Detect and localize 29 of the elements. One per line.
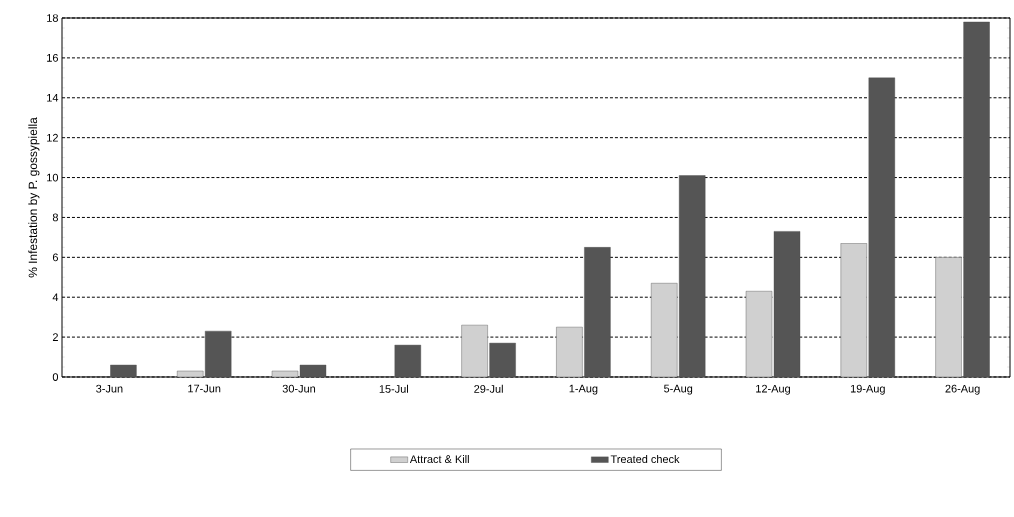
bar	[935, 257, 962, 377]
y-tick-label: 12	[47, 133, 58, 142]
legend-label: Attract & Kill	[409, 454, 469, 464]
bar	[651, 283, 678, 377]
y-tick-label: 4	[52, 293, 59, 301]
x-tick-label: 3-Jun	[96, 384, 123, 393]
y-tick-label: 0	[52, 373, 59, 381]
y-tick-label: 16	[47, 54, 58, 62]
y-tick-label: 14	[47, 94, 59, 102]
x-tick-label: 17-Jun	[188, 384, 221, 393]
x-tick-label: 29-Jul	[474, 384, 503, 393]
x-tick-label: 26-Aug	[945, 384, 980, 395]
y-tick-label: 8	[52, 213, 58, 222]
x-tick-label: 30-Jun	[282, 384, 316, 393]
y-tick-label: 18	[47, 14, 58, 22]
y-axis-title: % Infestation by P. gossypiella	[28, 117, 40, 278]
y-tick-label: 10	[47, 173, 59, 182]
x-tick-label: 12-Aug	[756, 384, 790, 395]
x-tick-label: 5-Aug	[664, 384, 693, 395]
bar	[745, 291, 773, 377]
y-tick-label: 2	[52, 333, 58, 341]
x-tick-label: 19-Aug	[850, 384, 885, 395]
x-tick-label: 15-Jul	[379, 384, 408, 393]
x-tick-label: 1-Aug	[569, 384, 598, 395]
y-tick-label: 6	[52, 253, 58, 262]
bar	[461, 324, 488, 377]
bar	[556, 326, 583, 377]
legend-label: Treated check	[610, 454, 680, 464]
bar	[840, 243, 868, 377]
